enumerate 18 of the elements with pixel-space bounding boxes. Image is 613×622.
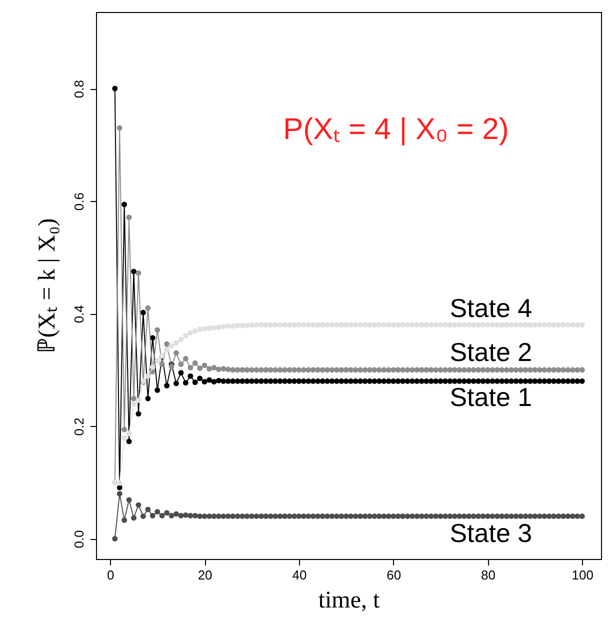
x-axis-title: time, t (318, 588, 380, 614)
y-tick-label: 0.8 (72, 80, 86, 98)
x-tick-label: 20 (198, 568, 212, 582)
x-tick-label: 100 (572, 568, 594, 582)
annotation: P(Xₜ = 4 | X₀ = 2) (283, 113, 509, 146)
x-tick-label: 0 (107, 568, 114, 582)
y-tick-label: 0.6 (72, 192, 86, 211)
y-axis-title: ℙ(Xₜ = k | X₀) (34, 218, 60, 354)
series-label: State 3 (450, 518, 532, 548)
y-tick-label: 0.0 (72, 530, 86, 548)
series-label: State 1 (450, 382, 532, 412)
x-tick-label: 40 (292, 568, 307, 582)
series-label: State 4 (450, 292, 532, 323)
x-tick-label: 60 (386, 568, 402, 582)
y-tick-label: 0.2 (72, 418, 86, 436)
y-tick-label: 0.4 (72, 305, 86, 324)
x-tick-label: 80 (480, 568, 496, 582)
series-label: State 2 (450, 336, 532, 367)
